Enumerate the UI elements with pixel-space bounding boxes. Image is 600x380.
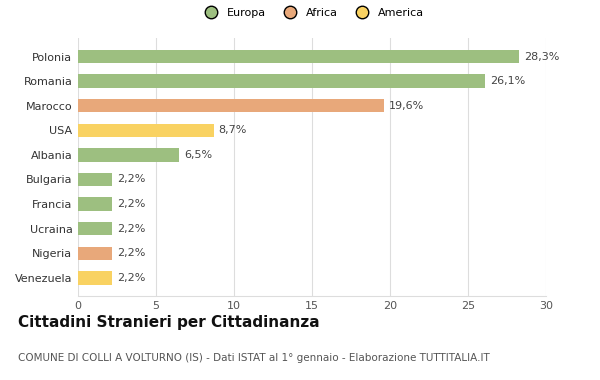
Text: 2,2%: 2,2%: [117, 273, 145, 283]
Bar: [78, 148, 179, 162]
Bar: [78, 222, 112, 236]
Bar: [78, 271, 112, 285]
Bar: [78, 74, 485, 88]
Text: COMUNE DI COLLI A VOLTURNO (IS) - Dati ISTAT al 1° gennaio - Elaborazione TUTTIT: COMUNE DI COLLI A VOLTURNO (IS) - Dati I…: [18, 353, 490, 363]
Text: 28,3%: 28,3%: [524, 52, 560, 62]
Text: 8,7%: 8,7%: [218, 125, 247, 135]
Bar: [78, 124, 214, 137]
Text: 6,5%: 6,5%: [184, 150, 212, 160]
Bar: [78, 173, 112, 186]
Bar: [78, 99, 384, 112]
Text: 2,2%: 2,2%: [117, 174, 145, 185]
Bar: [78, 197, 112, 211]
Bar: [78, 247, 112, 260]
Text: 2,2%: 2,2%: [117, 199, 145, 209]
Legend: Europa, Africa, America: Europa, Africa, America: [196, 3, 428, 22]
Text: Cittadini Stranieri per Cittadinanza: Cittadini Stranieri per Cittadinanza: [18, 315, 320, 330]
Text: 2,2%: 2,2%: [117, 248, 145, 258]
Text: 26,1%: 26,1%: [490, 76, 525, 86]
Bar: [78, 50, 520, 63]
Text: 19,6%: 19,6%: [388, 101, 424, 111]
Text: 2,2%: 2,2%: [117, 224, 145, 234]
